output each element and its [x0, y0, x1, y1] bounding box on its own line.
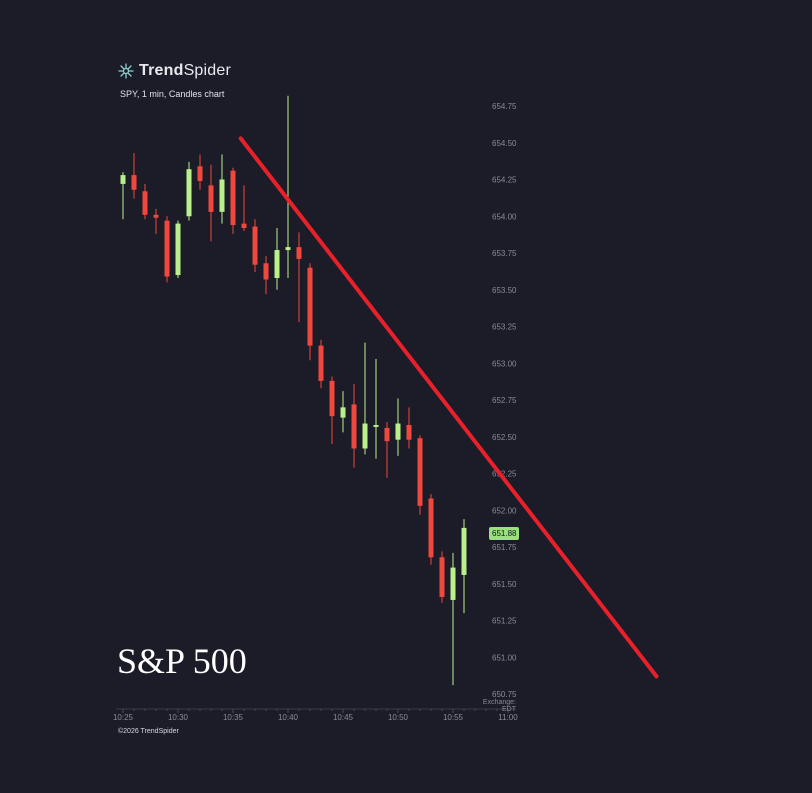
spider-logo-icon: [118, 63, 134, 79]
candle-body: [395, 423, 401, 440]
candle-body: [131, 175, 137, 190]
candle-body: [208, 185, 214, 212]
y-tick-label: 651.50: [492, 580, 517, 589]
y-tick-label: 653.75: [492, 249, 517, 258]
candle-body: [186, 169, 192, 217]
x-tick-label: 10:55: [443, 713, 464, 722]
y-tick-label: 651.75: [492, 543, 517, 552]
x-tick-label: 11:00: [498, 713, 518, 722]
y-tick-label: 651.00: [492, 653, 517, 662]
candle-body: [175, 223, 181, 276]
candle-body: [241, 223, 247, 229]
brand-name: TrendSpider: [139, 62, 232, 79]
candle-body: [307, 267, 313, 346]
copyright-footer: ©2026 TrendSpider: [118, 728, 179, 735]
candle-body: [329, 380, 335, 417]
brand-logo: TrendSpider: [118, 62, 231, 80]
candle-body: [296, 247, 302, 259]
candle-body: [417, 438, 423, 506]
candle-body: [197, 166, 203, 181]
x-tick-label: 10:35: [223, 713, 244, 722]
candle-body: [461, 527, 467, 575]
candle-body: [120, 175, 126, 184]
x-tick-label: 10:30: [168, 713, 189, 722]
candle-body: [373, 424, 379, 427]
candle-body: [230, 170, 236, 226]
y-tick-label: 653.00: [492, 359, 517, 368]
y-tick-label: 652.25: [492, 470, 517, 479]
y-tick-label: 652.00: [492, 506, 517, 515]
y-tick-label: 652.75: [492, 396, 517, 405]
x-tick-label: 10:45: [333, 713, 354, 722]
candle-body: [340, 407, 346, 418]
candle-body: [252, 226, 258, 265]
x-tick-label: 10:25: [113, 713, 134, 722]
candle-body: [164, 220, 170, 277]
candle-body: [153, 214, 159, 218]
last-price-badge: 651.88: [489, 527, 520, 540]
y-tick-label: 652.50: [492, 433, 517, 442]
candle-body: [263, 263, 269, 280]
y-tick-label: 653.25: [492, 323, 517, 332]
x-tick-label: 10:40: [278, 713, 299, 722]
y-tick-label: 654.25: [492, 176, 517, 185]
y-tick-label: 653.50: [492, 286, 517, 295]
candle-body: [219, 179, 225, 212]
candle-body: [439, 557, 445, 597]
candle-body: [274, 250, 280, 278]
candle-body: [142, 191, 148, 215]
candle-body: [362, 423, 368, 449]
candle-body: [285, 247, 291, 251]
timezone-label: Exchange: EDT: [482, 699, 516, 713]
y-tick-label: 650.75: [492, 690, 517, 699]
overlay-label: S&P 500: [117, 641, 247, 681]
y-tick-label: 654.50: [492, 139, 517, 148]
y-tick-label: 651.25: [492, 617, 517, 626]
x-tick-label: 10:50: [388, 713, 409, 722]
candle-body: [318, 345, 324, 381]
candle-body: [428, 498, 434, 558]
candle-body: [406, 424, 412, 440]
chart-subtitle: SPY, 1 min, Candles chart: [120, 89, 225, 99]
candle-body: [351, 404, 357, 449]
candle-body: [450, 567, 456, 600]
y-tick-label: 654.00: [492, 212, 517, 221]
trendline[interactable]: [238, 136, 659, 679]
candle-body: [384, 427, 390, 442]
y-tick-label: 654.75: [492, 102, 517, 111]
